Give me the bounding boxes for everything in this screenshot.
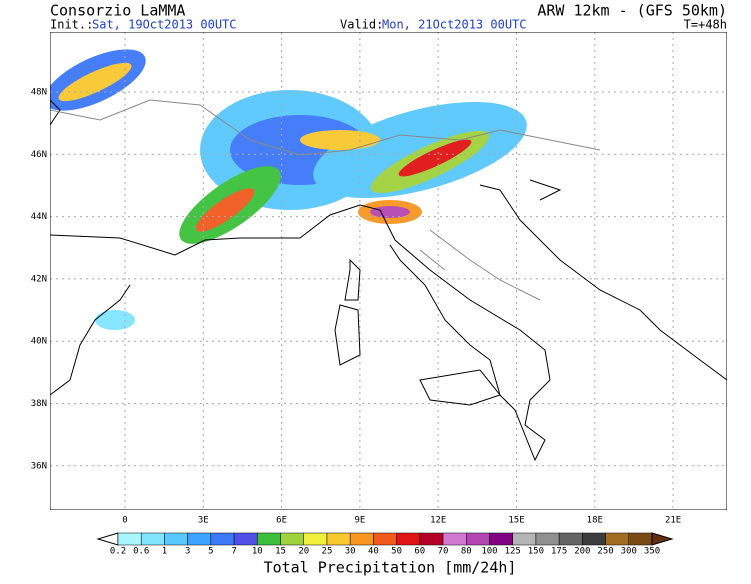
legend-swatch — [140, 532, 165, 546]
init-label: Init.: — [50, 18, 93, 32]
legend-label: 125 — [505, 547, 521, 557]
lon-label: 21E — [665, 516, 681, 526]
legend-label: 10 — [252, 547, 263, 557]
legend-label: 0.6 — [133, 547, 149, 557]
legend-swatch — [373, 532, 397, 546]
legend-swatch — [489, 532, 513, 546]
title: Consorzio LaMMA — [50, 2, 185, 20]
legend-label: 80 — [461, 547, 472, 557]
legend-swatch — [326, 532, 351, 546]
lon-label: 15E — [508, 516, 524, 526]
legend-label: 40 — [368, 547, 379, 557]
legend-label: 250 — [597, 547, 613, 557]
legend-swatch — [396, 532, 421, 546]
legend-swatch — [187, 532, 212, 546]
legend-swatch — [280, 532, 304, 546]
valid-label: Valid: — [340, 18, 383, 32]
legend-swatch — [349, 532, 374, 546]
lon-label: 12E — [430, 516, 446, 526]
legend-label: 350 — [644, 547, 660, 557]
borders — [50, 99, 601, 301]
legend-label: 70 — [438, 547, 449, 557]
legend-swatch — [419, 532, 444, 546]
legend-label: 30 — [345, 547, 356, 557]
model: ARW 12km - (GFS 50km) — [537, 2, 727, 20]
legend-label: 100 — [481, 547, 497, 557]
valid: Mon, 21Oct2013 00UTC — [382, 18, 527, 32]
legend-swatch — [442, 532, 467, 546]
legend-label: 150 — [528, 547, 544, 557]
legend-label: 50 — [391, 547, 402, 557]
legend-swatch — [535, 532, 560, 546]
legend-label: 20 — [298, 547, 309, 557]
grid — [50, 32, 727, 510]
map — [50, 32, 727, 510]
lat-label: 42N — [31, 274, 47, 284]
lat-label: 44N — [31, 212, 47, 222]
init: Sat, 19Oct2013 00UTC — [92, 18, 237, 32]
lon-label: 18E — [587, 516, 603, 526]
legend-swatch — [117, 532, 142, 546]
lat-label: 36N — [31, 461, 47, 471]
legend-swatch — [605, 532, 630, 546]
legend-label: 5 — [208, 547, 213, 557]
legend-label: 7 — [231, 547, 236, 557]
legend-swatch — [628, 532, 653, 546]
legend-high-arrow — [651, 532, 674, 546]
legend-swatch — [257, 532, 281, 546]
legend-low-arrow — [96, 532, 119, 546]
legend-swatch — [210, 532, 235, 546]
legend-swatch — [512, 532, 537, 546]
legend-label: 3 — [185, 547, 190, 557]
legend-swatch — [582, 532, 606, 546]
coastline — [50, 99, 727, 462]
legend-swatch — [233, 532, 258, 546]
legend-swatch — [558, 532, 583, 546]
legend-label: 175 — [551, 547, 567, 557]
lat-label: 38N — [31, 399, 47, 409]
legend-label: 1 — [162, 547, 167, 557]
precip — [50, 49, 527, 330]
lead: T=+48h — [684, 18, 727, 32]
legend-label: 15 — [275, 547, 286, 557]
legend-swatch — [466, 532, 490, 546]
legend-swatch — [303, 532, 328, 546]
lon-label: 3E — [198, 516, 209, 526]
lon-label: 6E — [276, 516, 287, 526]
legend-title: Total Precipitation [mm/24h] — [264, 559, 517, 577]
legend-label: 300 — [621, 547, 637, 557]
map-frame — [50, 32, 727, 510]
legend-swatch — [164, 532, 188, 546]
lat-label: 48N — [31, 88, 47, 98]
legend-label: 25 — [322, 547, 333, 557]
lon-label: 0 — [122, 516, 127, 526]
legend-label: 0.2 — [110, 547, 126, 557]
legend-label: 60 — [414, 547, 425, 557]
lat-label: 40N — [31, 337, 47, 347]
lat-label: 46N — [31, 150, 47, 160]
lon-label: 9E — [354, 516, 365, 526]
legend-label: 200 — [574, 547, 590, 557]
